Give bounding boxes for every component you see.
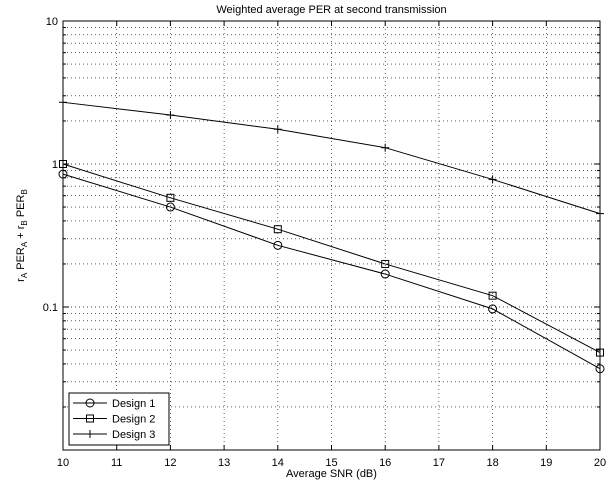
square-marker	[59, 160, 67, 168]
legend-box	[68, 392, 170, 446]
x-tick-label: 14	[272, 457, 284, 469]
x-tick-label: 13	[218, 457, 230, 469]
y-axis-title-subscript: A	[20, 241, 29, 247]
x-tick-label: 19	[540, 457, 552, 469]
square-marker	[273, 225, 282, 234]
y-axis-title-part: PER	[15, 194, 27, 220]
grid-lines	[62, 21, 601, 451]
square-marker	[488, 291, 497, 300]
y-axis-title-part: r	[15, 278, 27, 282]
series-line	[62, 173, 601, 370]
series-3	[59, 98, 604, 218]
circle-marker	[488, 304, 498, 314]
chart-title: Weighted average PER at second transmiss…	[216, 4, 446, 16]
y-tick-label: 0.1	[43, 302, 58, 314]
x-tick-label: 17	[433, 457, 445, 469]
square-marker	[381, 259, 390, 268]
circle-marker	[58, 169, 68, 179]
series-lines	[58, 98, 605, 374]
series-2	[59, 160, 604, 357]
series-1	[58, 169, 605, 374]
axis-ticks: 10 11 12 13 14 15 16 17 18 19 20 0.1 1 10	[43, 16, 606, 469]
y-axis-title-part: PER	[15, 247, 27, 273]
x-tick-label: 20	[594, 457, 606, 469]
y-axis-title-part: + r	[15, 225, 27, 242]
y-axis-title-subscript: B	[20, 220, 29, 225]
y-tick-label: 10	[46, 16, 58, 28]
y-tick-label: 1	[52, 159, 58, 171]
square-marker	[86, 414, 94, 423]
legend-label: Design 3	[112, 429, 155, 441]
series-line	[62, 101, 601, 215]
square-marker	[596, 348, 604, 357]
x-tick-label: 11	[111, 457, 122, 469]
circle-marker	[595, 364, 605, 374]
circle-marker	[380, 269, 390, 279]
legend: Design 1 Design 2 Design 3	[68, 392, 170, 446]
x-tick-label: 18	[486, 457, 498, 469]
x-tick-label: 10	[57, 457, 69, 469]
y-axis-title-subscript: A	[20, 272, 29, 278]
legend-label: Design 2	[112, 414, 155, 426]
circle-marker	[273, 240, 283, 250]
legend-label: Design 1	[112, 398, 155, 410]
y-axis-title-subscript: B	[20, 189, 29, 194]
x-axis-title: Average SNR (dB)	[286, 468, 377, 480]
square-marker	[166, 193, 175, 202]
circle-marker	[85, 398, 95, 408]
series-line	[62, 163, 601, 354]
x-tick-label: 12	[164, 457, 176, 469]
x-tick-label: 16	[379, 457, 391, 469]
circle-marker	[165, 202, 175, 212]
y-axis-title: rA PERA + rB PERB	[15, 189, 29, 282]
x-tick-label: 15	[325, 457, 337, 469]
